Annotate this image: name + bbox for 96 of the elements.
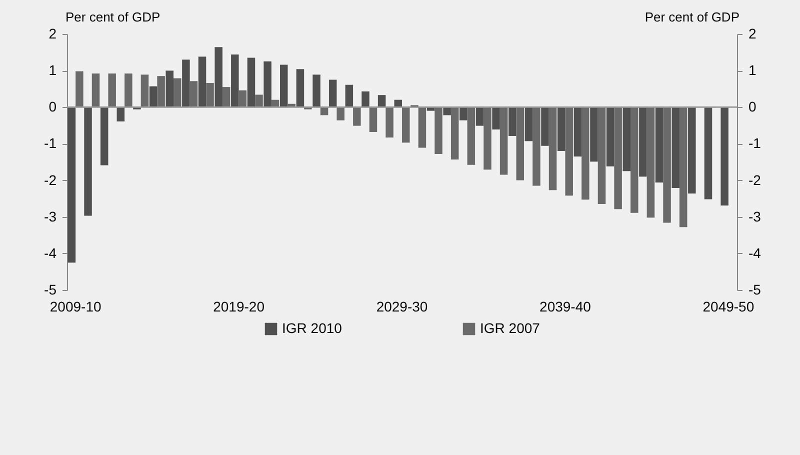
bar: [460, 107, 468, 120]
bar: [280, 64, 288, 108]
bar: [484, 107, 492, 170]
y2-tick-label: -1: [748, 135, 762, 152]
bar: [541, 107, 549, 146]
bar: [548, 107, 557, 190]
bar: [206, 83, 214, 108]
bar: [345, 84, 354, 108]
bar: [149, 86, 158, 108]
x-tick-label: 2029-30: [376, 298, 428, 314]
bar: [247, 58, 256, 108]
x-tick-label: 2019-20: [213, 298, 265, 314]
bar: [353, 107, 361, 126]
bar: [639, 107, 647, 177]
bar: [92, 73, 100, 108]
bar: [386, 107, 394, 138]
bar: [450, 107, 459, 160]
bar: [214, 47, 222, 108]
bar: [688, 107, 696, 194]
bar: [532, 107, 540, 186]
bar: [238, 90, 247, 108]
bar: [124, 73, 132, 108]
bar: [174, 78, 182, 108]
y-tick-label: -1: [44, 135, 57, 152]
bar: [434, 107, 442, 154]
bar: [198, 56, 206, 108]
bar: [492, 107, 500, 130]
y-tick-label: -2: [44, 172, 57, 188]
bar: [467, 107, 476, 165]
bar: [508, 107, 516, 136]
bar: [590, 107, 598, 162]
bar: [582, 107, 590, 200]
bar: [336, 107, 344, 120]
bar: [369, 107, 378, 132]
y-tick-label: -5: [44, 282, 57, 298]
bar: [394, 100, 402, 108]
bar: [402, 107, 410, 143]
bar: [500, 107, 508, 175]
y2-tick-label: 2: [748, 26, 756, 42]
y-tick-label: -4: [44, 244, 57, 261]
bar: [418, 107, 426, 148]
y2-tick-label: -5: [748, 282, 762, 298]
bar: [598, 107, 606, 204]
y-tick-label: 0: [48, 98, 57, 115]
bar: [672, 107, 680, 188]
bar: [328, 80, 337, 108]
bar: [704, 107, 712, 200]
bar: [646, 107, 655, 218]
bar: [679, 107, 688, 228]
bar: [100, 107, 108, 166]
bar: [182, 60, 190, 108]
bar: [108, 73, 116, 108]
y-tick-label: -3: [44, 208, 57, 224]
bar: [524, 107, 533, 142]
bar: [663, 107, 671, 223]
y-axis-title: Per cent of GDP: [66, 10, 160, 24]
bar: [362, 91, 370, 108]
legend-label: IGR 2007: [480, 320, 540, 336]
bar: [68, 107, 76, 263]
y-tick-label: 1: [48, 62, 57, 78]
bar: [630, 107, 638, 213]
bar: [157, 76, 165, 108]
bar: [557, 107, 566, 152]
bar: [264, 61, 272, 108]
bar: [116, 107, 125, 122]
bar: [476, 107, 484, 126]
bar: [720, 107, 728, 206]
y2-axis-title: Per cent of GDP: [644, 10, 740, 24]
y2-tick-label: -4: [748, 244, 762, 261]
y2-tick-label: 0: [748, 98, 756, 115]
y2-tick-label: 1: [748, 62, 756, 78]
bar: [222, 87, 230, 108]
y-tick-label: 2: [48, 26, 57, 42]
bar: [606, 107, 614, 166]
bar: [378, 95, 386, 108]
x-tick-label: 2049-50: [702, 298, 754, 314]
bar: [296, 69, 304, 108]
bar: [655, 107, 664, 182]
y2-tick-label: -2: [748, 172, 762, 188]
bar: [140, 74, 149, 108]
legend-label: IGR 2010: [282, 320, 342, 336]
x-tick-label: 2009-10: [50, 298, 102, 314]
bar: [565, 107, 573, 196]
bar: [231, 54, 239, 108]
bar: [574, 107, 582, 157]
bar: [255, 94, 263, 108]
bar: [76, 71, 84, 108]
bar: [614, 107, 622, 210]
bar: [84, 107, 92, 216]
bar: [312, 74, 320, 108]
bar: [516, 107, 524, 180]
y2-tick-label: -3: [748, 208, 762, 224]
x-tick-label: 2039-40: [540, 298, 592, 314]
bar: [190, 81, 198, 108]
bar: [622, 107, 630, 172]
bar: [166, 70, 174, 108]
